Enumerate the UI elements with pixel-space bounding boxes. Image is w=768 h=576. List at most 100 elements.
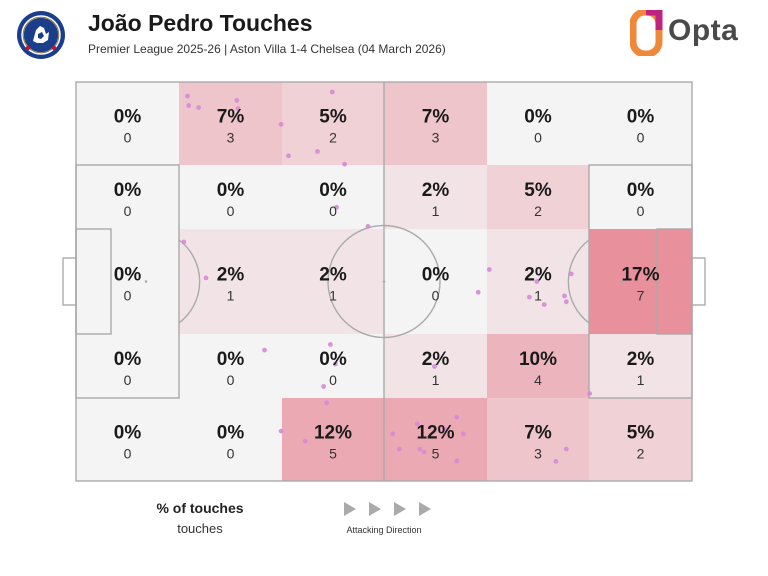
touch-point	[262, 347, 267, 353]
heatmap-zone	[384, 82, 487, 165]
triangle-right-icon	[369, 502, 381, 516]
zone-count-label: 0	[329, 203, 337, 219]
heatmap-zone	[76, 334, 179, 398]
zone-percent-label: 0%	[217, 349, 245, 370]
zone-percent-label: 2%	[422, 349, 450, 370]
touch-point	[432, 364, 437, 369]
zone-count-label: 0	[124, 203, 132, 219]
zone-count-label: 0	[637, 130, 645, 146]
touch-point	[334, 204, 339, 210]
zone-percent-label: 5%	[627, 423, 655, 444]
zone-percent-label: 7%	[524, 423, 552, 444]
zone-percent-label: 0%	[217, 423, 245, 444]
left-goal	[62, 257, 77, 306]
zone-count-label: 7	[637, 288, 645, 304]
chart-title: João Pedro Touches	[88, 10, 313, 36]
touch-point	[527, 294, 532, 300]
zone-percent-label: 2%	[524, 265, 552, 286]
touch-point	[417, 446, 423, 452]
zone-count-label: 0	[432, 288, 440, 304]
zone-percent-label: 0%	[114, 180, 142, 201]
zone-percent-label: 10%	[519, 349, 557, 370]
zone-percent-label: 0%	[217, 180, 245, 201]
chelsea-crest-icon	[17, 11, 65, 59]
right-penalty-spot	[620, 280, 624, 283]
zone-count-label: 0	[227, 446, 235, 462]
heatmap-zone	[487, 165, 589, 229]
zone-percent-label: 0%	[319, 349, 347, 370]
zone-percent-label: 0%	[319, 180, 347, 201]
right-penalty-arc	[567, 239, 590, 324]
heatmap-zone	[179, 165, 282, 229]
zone-count-label: 0	[124, 446, 132, 462]
heatmap-zone	[589, 229, 692, 334]
zone-percent-label: 17%	[621, 265, 659, 286]
zone-percent-label: 2%	[319, 265, 347, 286]
touch-point	[324, 400, 330, 406]
zone-percent-label: 2%	[217, 265, 245, 286]
heatmap-zone	[282, 82, 384, 165]
legend-subtitle: touches	[177, 521, 223, 536]
zone-count-label: 1	[227, 288, 235, 304]
zone-percent-label: 7%	[217, 107, 245, 128]
heatmap-zone	[589, 165, 692, 229]
triangle-right-icon	[419, 502, 431, 516]
legend-title: % of touches	[156, 500, 244, 516]
left-penalty-arc	[178, 239, 201, 324]
zone-percent-label: 0%	[114, 107, 142, 128]
zone-percent-label: 0%	[114, 349, 142, 370]
heatmap-zone	[179, 82, 282, 165]
touch-point	[203, 275, 209, 281]
heatmap-zone	[487, 398, 589, 481]
touch-point	[286, 153, 291, 159]
zone-percent-label: 12%	[314, 423, 352, 444]
touch-point	[397, 446, 402, 452]
zone-count-label: 0	[534, 130, 542, 146]
zone-count-label: 0	[227, 372, 235, 388]
zone-percent-label: 0%	[422, 265, 450, 286]
touch-point	[553, 459, 559, 464]
heatmap-zone	[589, 334, 692, 398]
touch-point	[332, 361, 338, 367]
zone-percent-label: 0%	[627, 180, 655, 201]
touch-point	[329, 89, 335, 95]
zone-count-label: 1	[432, 372, 440, 388]
touch-point	[562, 293, 567, 299]
opta-brand: Opta	[630, 10, 752, 56]
heatmap-zone	[384, 398, 487, 481]
zone-count-label: 3	[534, 446, 542, 462]
zone-count-label: 0	[124, 288, 132, 304]
touch-point	[421, 449, 427, 455]
touch-point	[486, 267, 492, 272]
touch-point	[563, 446, 569, 452]
zone-count-label: 0	[124, 130, 132, 146]
touch-point	[328, 342, 333, 347]
touch-point	[302, 438, 308, 444]
attacking-direction-label: Attacking Direction	[346, 525, 422, 535]
heatmap-zone	[589, 82, 692, 165]
zone-count-label: 4	[534, 372, 542, 388]
zone-count-label: 2	[329, 130, 337, 146]
zone-percent-label: 0%	[627, 107, 655, 128]
zone-percent-label: 5%	[319, 107, 347, 128]
heatmap-zone	[179, 398, 282, 481]
touch-point	[185, 93, 190, 99]
triangle-right-icon	[344, 502, 356, 516]
attacking-direction-arrows	[344, 502, 431, 516]
heatmap-zone	[76, 165, 179, 229]
touch-point	[342, 161, 347, 167]
zone-count-label: 0	[637, 203, 645, 219]
opta-wordmark: Opta	[668, 14, 739, 47]
zone-percent-label: 2%	[627, 349, 655, 370]
heatmap-zone	[384, 229, 487, 334]
zone-count-label: 3	[227, 130, 235, 146]
left-penalty-spot	[144, 280, 148, 283]
zone-count-label: 1	[432, 203, 440, 219]
touch-point	[278, 428, 284, 434]
touch-point	[315, 149, 320, 154]
heatmap-zone	[76, 229, 179, 334]
touch-point	[321, 384, 326, 389]
touch-point	[461, 431, 466, 437]
touch-point	[235, 106, 241, 112]
touch-point	[186, 103, 192, 108]
